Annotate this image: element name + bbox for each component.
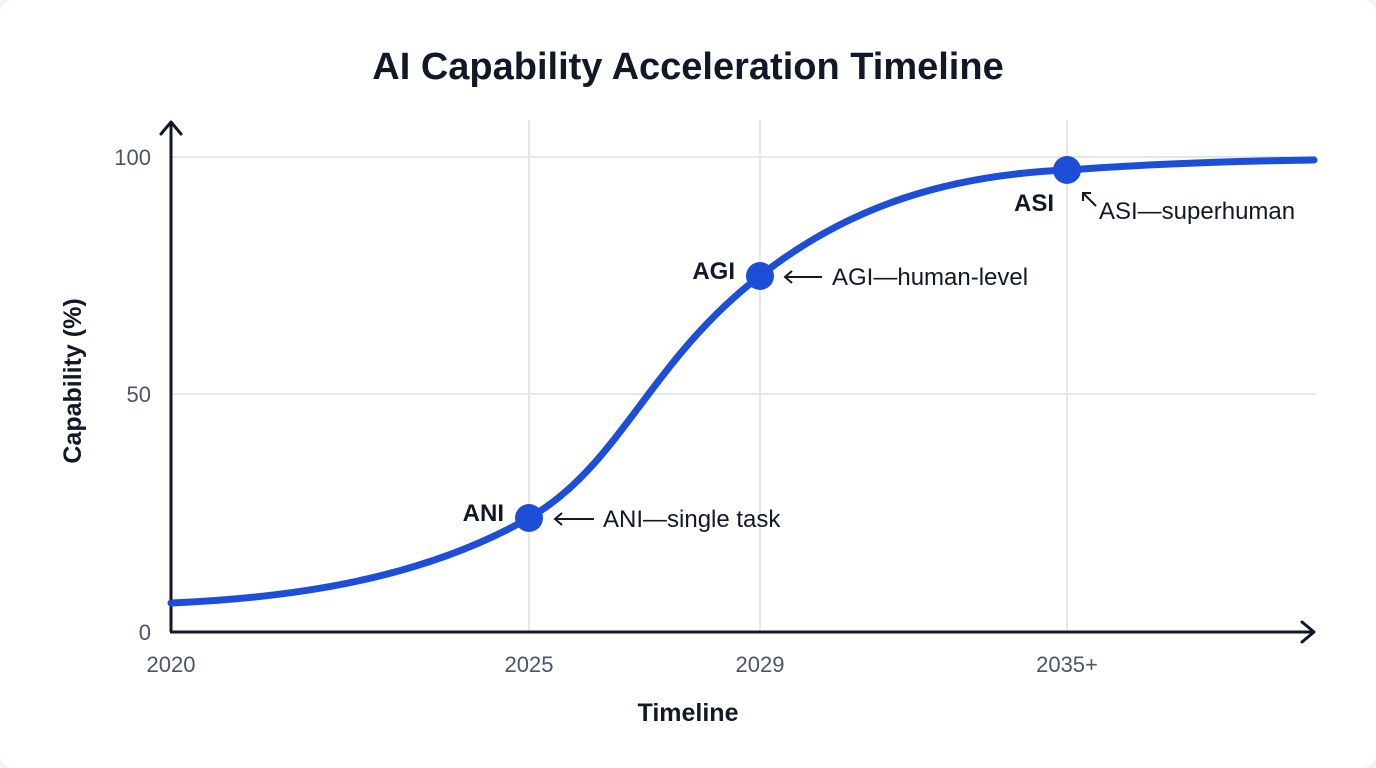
x-axis-label: Timeline xyxy=(638,699,739,727)
chart-title: AI Capability Acceleration Timeline xyxy=(372,46,1004,88)
annotation-ani: ANI—single task xyxy=(603,506,781,533)
arrow-left-icon xyxy=(783,270,822,284)
arrow-up-left-icon xyxy=(1082,192,1097,207)
y-tick-50: 50 xyxy=(127,382,151,407)
x-tick-2029: 2029 xyxy=(736,652,785,677)
x-tick-2035: 2035+ xyxy=(1036,652,1098,677)
milestone-agi-point[interactable] xyxy=(746,262,774,290)
y-axis-label: Capability (%) xyxy=(59,298,87,463)
arrow-left-icon xyxy=(553,512,594,526)
annotation-agi: AGI—human-level xyxy=(832,264,1028,291)
milestone-agi-label: AGI xyxy=(692,258,735,285)
milestone-ani-label: ANI xyxy=(463,500,504,527)
milestone-ani-point[interactable] xyxy=(515,504,543,532)
x-tick-2025: 2025 xyxy=(505,652,554,677)
milestone-asi-label: ASI xyxy=(1014,190,1054,217)
x-axis-arrow-icon xyxy=(1300,620,1316,644)
y-axis-arrow-icon xyxy=(159,120,183,136)
milestone-asi-point[interactable] xyxy=(1053,156,1081,184)
x-tick-2020: 2020 xyxy=(147,652,196,677)
y-tick-0: 0 xyxy=(139,620,151,645)
annotation-asi: ASI—superhuman xyxy=(1099,198,1295,225)
capability-curve xyxy=(167,156,1318,607)
y-tick-100: 100 xyxy=(114,145,151,170)
